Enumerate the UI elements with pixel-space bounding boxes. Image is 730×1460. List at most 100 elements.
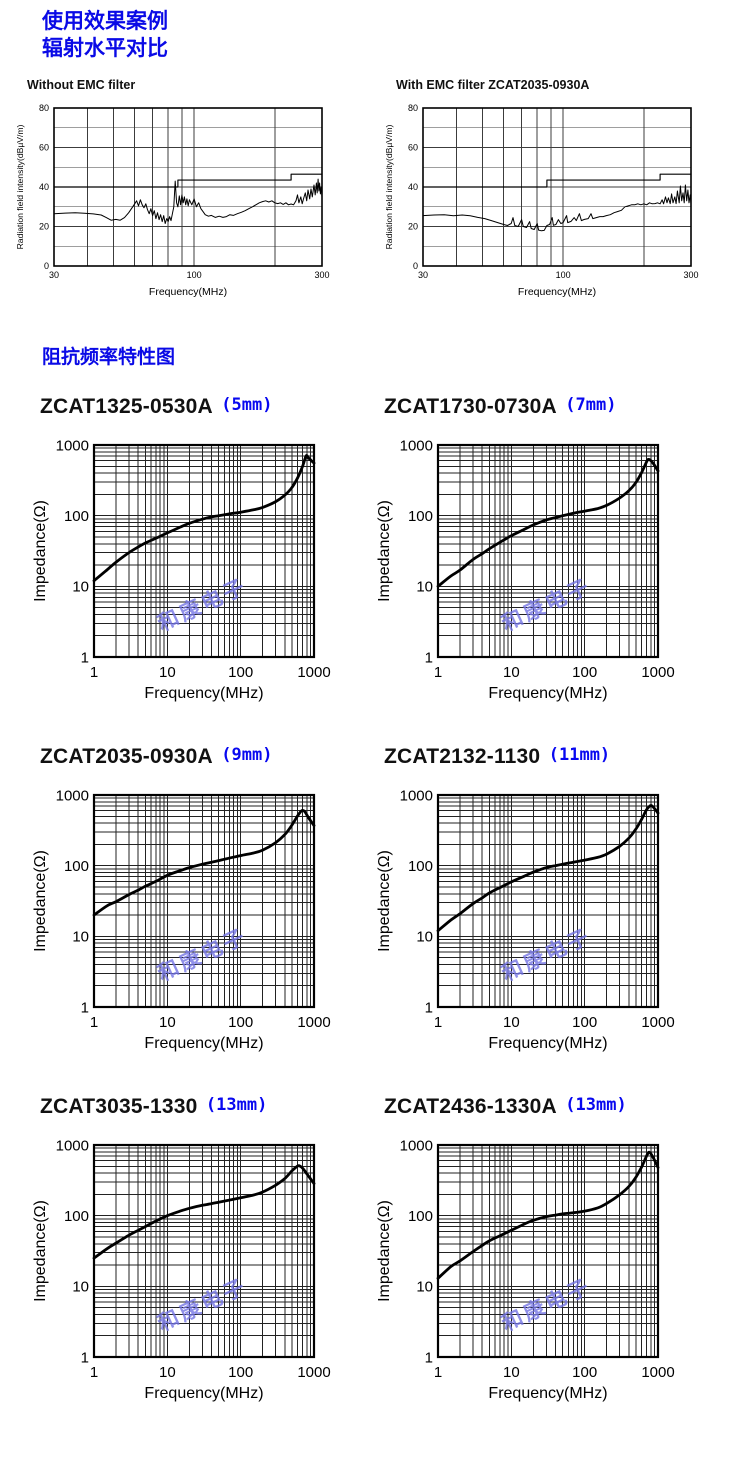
svg-text:1: 1 [90, 1014, 98, 1031]
model-size-label: (7mm) [565, 395, 617, 415]
impedance-chart-zcat2132-1130: 和康电子 1 10 100 1000 1 10 100 1000 Frequency(MHz) I… [374, 779, 718, 1061]
model-name: ZCAT2035-0930A [40, 745, 213, 768]
svg-text:300: 300 [683, 270, 698, 280]
svg-text:100: 100 [572, 1014, 597, 1031]
svg-text:10: 10 [72, 579, 89, 596]
impedance-chart-cell-zcat2132-1130: ZCAT2132-1130 (11mm) 和康电子 1 10 100 1000 1 10 1… [374, 745, 718, 1061]
impedance-chart-cell-zcat1730-0730a: ZCAT1730-0730A (7mm) 和康电子 1 10 100 1000 1 10 1… [374, 395, 718, 711]
chart-title-without-filter: Without EMC filter [27, 78, 136, 92]
svg-text:100: 100 [187, 270, 202, 280]
svg-text:1000: 1000 [641, 664, 674, 681]
svg-text:1000: 1000 [641, 1014, 674, 1031]
svg-text:Frequency(MHz): Frequency(MHz) [144, 1385, 263, 1402]
svg-text:1000: 1000 [297, 1014, 330, 1031]
impedance-charts-grid: ZCAT1325-0530A (5mm) 和康电子 1 10 100 1000 1 10 1… [30, 395, 730, 1411]
svg-text:1: 1 [81, 999, 89, 1016]
impedance-chart-zcat1325-0530a: 和康电子 1 10 100 1000 1 10 100 1000 Frequency(MHz) I… [30, 429, 374, 711]
svg-text:1: 1 [434, 664, 442, 681]
svg-text:10: 10 [159, 664, 176, 681]
svg-text:1000: 1000 [297, 1364, 330, 1381]
svg-text:1: 1 [90, 664, 98, 681]
svg-text:1000: 1000 [400, 787, 433, 804]
impedance-chart-cell-zcat2436-1330a: ZCAT2436-1330A (13mm) 和康电子 1 10 100 1000 1 10… [374, 1095, 718, 1411]
svg-text:Impedance(Ω): Impedance(Ω) [376, 850, 393, 952]
svg-text:10: 10 [72, 1279, 89, 1296]
svg-text:1000: 1000 [400, 437, 433, 454]
impedance-chart-zcat1730-0730a: 和康电子 1 10 100 1000 1 10 100 1000 Frequency(MHz) I… [374, 429, 718, 711]
svg-text:100: 100 [408, 858, 433, 875]
impedance-chart-cell-zcat1325-0530a: ZCAT1325-0530A (5mm) 和康电子 1 10 100 1000 1 10 1… [30, 395, 374, 711]
model-name: ZCAT1325-0530A [40, 395, 213, 418]
svg-text:80: 80 [408, 103, 418, 113]
svg-text:100: 100 [408, 1208, 433, 1225]
impedance-chart-title: ZCAT2132-1130 (11mm) [384, 745, 718, 769]
svg-text:40: 40 [408, 182, 418, 192]
impedance-chart-title: ZCAT3035-1330 (13mm) [40, 1095, 374, 1119]
svg-text:Impedance(Ω): Impedance(Ω) [32, 850, 49, 952]
svg-text:1000: 1000 [56, 1137, 89, 1154]
svg-text:60: 60 [408, 143, 418, 153]
svg-text:30: 30 [418, 270, 428, 280]
page-title: 使用效果案例 [42, 10, 168, 33]
svg-text:10: 10 [416, 579, 433, 596]
svg-text:1000: 1000 [56, 787, 89, 804]
svg-text:30: 30 [49, 270, 59, 280]
impedance-chart-cell-zcat2035-0930a: ZCAT2035-0930A (9mm) 和康电子 1 10 100 1000 1 10 1… [30, 745, 374, 1061]
svg-text:1: 1 [90, 1364, 98, 1381]
svg-text:10: 10 [159, 1364, 176, 1381]
svg-text:10: 10 [503, 664, 520, 681]
svg-text:1: 1 [425, 1349, 433, 1366]
impedance-chart-cell-zcat3035-1330: ZCAT3035-1330 (13mm) 和康电子 1 10 100 1000 1 10 1… [30, 1095, 374, 1411]
svg-text:100: 100 [228, 1014, 253, 1031]
svg-text:Frequency(MHz): Frequency(MHz) [488, 685, 607, 702]
svg-text:1: 1 [425, 649, 433, 666]
radiation-chart-cell-with-filter: With EMC filter ZCAT2035-0930A 30 100 300 0… [383, 78, 729, 306]
svg-text:0: 0 [413, 261, 418, 271]
svg-text:100: 100 [64, 858, 89, 875]
svg-text:100: 100 [64, 508, 89, 525]
svg-text:Frequency(MHz): Frequency(MHz) [488, 1035, 607, 1052]
model-name: ZCAT2436-1330A [384, 1095, 557, 1118]
model-name: ZCAT3035-1330 [40, 1095, 198, 1118]
svg-text:1000: 1000 [297, 664, 330, 681]
radiation-comparison-row: Without EMC filter 30 100 300 0 20 40 60 80 Freq… [14, 78, 730, 306]
radiation-chart-cell-without-filter: Without EMC filter 30 100 300 0 20 40 60 80 Freq… [14, 78, 360, 306]
svg-text:1000: 1000 [641, 1364, 674, 1381]
model-name: ZCAT2132-1130 [384, 745, 541, 768]
svg-text:1000: 1000 [400, 1137, 433, 1154]
svg-text:Impedance(Ω): Impedance(Ω) [32, 500, 49, 602]
impedance-chart-title: ZCAT1730-0730A (7mm) [384, 395, 718, 419]
impedance-chart-title: ZCAT1325-0530A (5mm) [40, 395, 374, 419]
model-size-label: (5mm) [221, 395, 273, 415]
svg-text:100: 100 [572, 664, 597, 681]
svg-text:40: 40 [39, 182, 49, 192]
impedance-chart-zcat2035-0930a: 和康电子 1 10 100 1000 1 10 100 1000 Frequency(MHz) I… [30, 779, 374, 1061]
impedance-chart-zcat3035-1330: 和康电子 1 10 100 1000 1 10 100 1000 Frequency(MHz) I… [30, 1129, 374, 1411]
svg-text:100: 100 [556, 270, 571, 280]
model-name: ZCAT1730-0730A [384, 395, 557, 418]
svg-text:Radiation field intensity(dBμV: Radiation field intensity(dBμV/m) [384, 124, 394, 249]
svg-text:Impedance(Ω): Impedance(Ω) [376, 1200, 393, 1302]
svg-text:Frequency(MHz): Frequency(MHz) [144, 685, 263, 702]
svg-text:10: 10 [159, 1014, 176, 1031]
svg-text:20: 20 [39, 222, 49, 232]
radiation-chart-with-filter: 30 100 300 0 20 40 60 80 Frequency(MHz) Radiation… [383, 94, 729, 306]
impedance-chart-title: ZCAT2436-1330A (13mm) [384, 1095, 718, 1119]
model-size-label: (13mm) [205, 1095, 268, 1115]
svg-text:Radiation field intensity(dBμV: Radiation field intensity(dBμV/m) [15, 124, 25, 249]
svg-text:20: 20 [408, 222, 418, 232]
svg-text:1: 1 [434, 1014, 442, 1031]
svg-text:10: 10 [503, 1014, 520, 1031]
svg-text:1: 1 [425, 999, 433, 1016]
svg-text:10: 10 [72, 929, 89, 946]
svg-text:1: 1 [81, 1349, 89, 1366]
model-size-label: (11mm) [548, 745, 611, 765]
svg-text:100: 100 [572, 1364, 597, 1381]
svg-text:Impedance(Ω): Impedance(Ω) [376, 500, 393, 602]
impedance-chart-zcat2436-1330a: 和康电子 1 10 100 1000 1 10 100 1000 Frequency(MHz) I… [374, 1129, 718, 1411]
page-header: 使用效果案例 辐射水平对比 [0, 0, 730, 62]
svg-text:100: 100 [228, 1364, 253, 1381]
section-title-impedance: 阻抗频率特性图 [42, 347, 176, 368]
svg-text:10: 10 [416, 929, 433, 946]
